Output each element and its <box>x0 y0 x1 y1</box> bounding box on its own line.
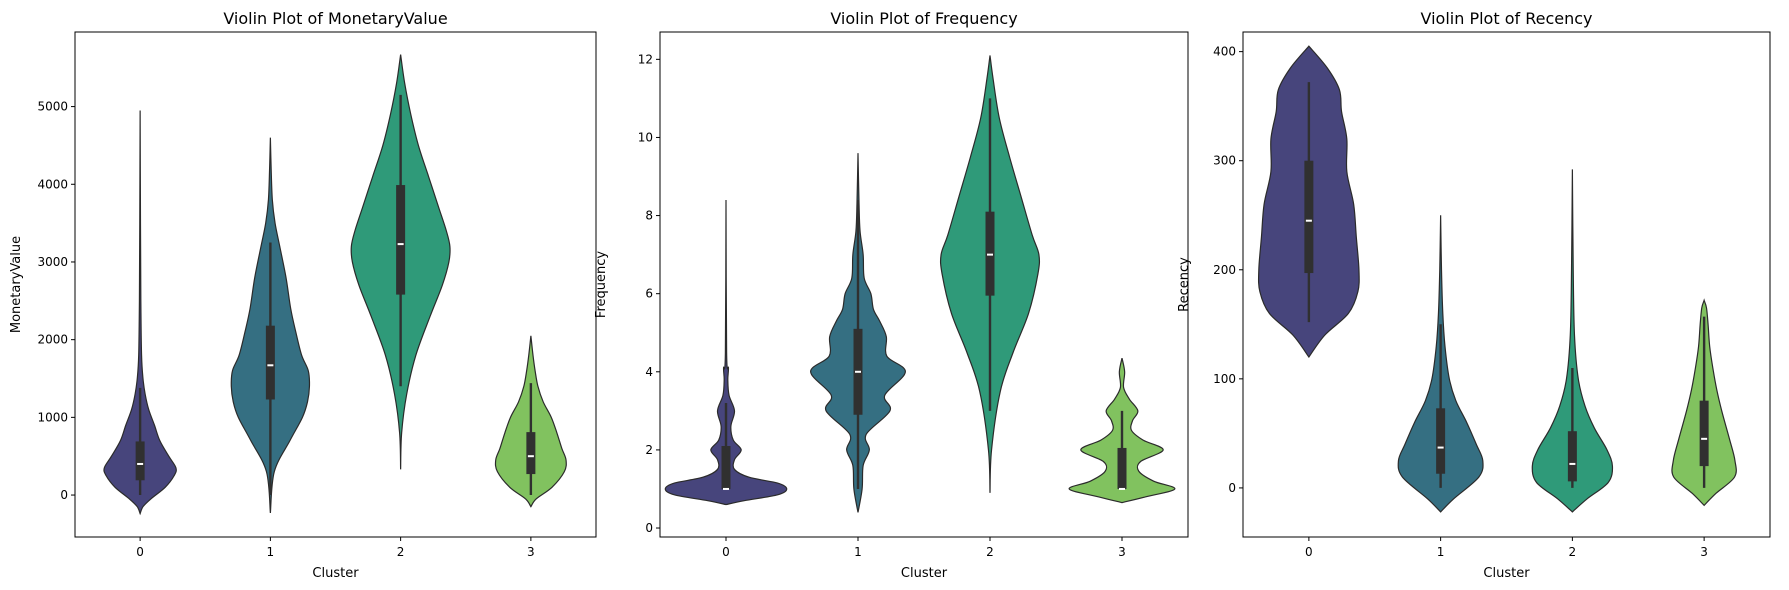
y-tick-label: 1000 <box>37 410 68 424</box>
median-cluster-0 <box>723 487 729 490</box>
chart-title: Violin Plot of Recency <box>1421 9 1593 28</box>
x-tick-label: 2 <box>1569 545 1577 559</box>
y-tick-label: 300 <box>1213 154 1236 168</box>
y-tick-label: 2 <box>645 443 653 457</box>
box-cluster-0 <box>135 441 145 481</box>
median-cluster-3 <box>527 455 534 458</box>
y-axis-label: Frequency <box>594 251 609 318</box>
median-cluster-1 <box>855 370 861 373</box>
box-cluster-3 <box>1117 447 1127 489</box>
median-cluster-1 <box>267 364 274 367</box>
violin-cluster-2 <box>1531 169 1614 513</box>
x-tick-label: 0 <box>1305 545 1313 559</box>
median-cluster-3 <box>1119 487 1125 490</box>
y-tick-label: 100 <box>1213 372 1236 386</box>
y-tick-label: 6 <box>645 287 653 301</box>
x-tick-label: 2 <box>397 545 405 559</box>
x-tick-label: 0 <box>136 545 144 559</box>
median-cluster-0 <box>137 462 144 465</box>
panel-3: 0 100 200 300 400 0 1 2 3 Violin Plot of Recency C… <box>1177 9 1771 581</box>
y-tick-label: 4000 <box>37 177 68 191</box>
box-cluster-3 <box>1699 400 1709 467</box>
median-cluster-3 <box>1701 437 1708 440</box>
y-tick-label: 0 <box>645 521 653 535</box>
x-tick-label: 1 <box>267 545 275 559</box>
box-cluster-0 <box>1304 160 1314 274</box>
y-tick-label: 12 <box>638 52 653 66</box>
y-tick-label: 0 <box>60 488 68 502</box>
median-cluster-2 <box>397 243 404 246</box>
panel-1: 0 1000 2000 3000 4000 5000 0 1 2 3 Violin Plot of … <box>9 9 597 581</box>
box-cluster-3 <box>526 432 536 475</box>
y-tick-label: 0 <box>1228 481 1236 495</box>
y-axis-label: MonetaryValue <box>9 236 24 333</box>
y-tick-label: 3000 <box>37 255 68 269</box>
x-tick-label: 1 <box>854 545 862 559</box>
plot-frame <box>1242 31 1771 538</box>
x-axis-label: Cluster <box>1483 566 1530 581</box>
chart-title: Violin Plot of MonetaryValue <box>223 9 447 28</box>
median-cluster-2 <box>1569 462 1576 465</box>
y-tick-label: 200 <box>1213 263 1236 277</box>
y-tick-label: 10 <box>638 130 653 144</box>
x-tick-label: 3 <box>1700 545 1708 559</box>
x-tick-label: 0 <box>722 545 730 559</box>
median-cluster-1 <box>1437 446 1444 449</box>
x-tick-label: 1 <box>1437 545 1445 559</box>
y-tick-label: 5000 <box>37 100 68 114</box>
box-cluster-2 <box>1567 431 1577 482</box>
violin-cluster-0 <box>664 199 788 506</box>
box-cluster-2 <box>396 185 406 295</box>
violin-cluster-0 <box>103 110 177 516</box>
box-cluster-1 <box>265 325 275 400</box>
x-tick-label: 2 <box>986 545 994 559</box>
y-axis-label: Recency <box>1177 257 1192 312</box>
y-tick-label: 8 <box>645 209 653 223</box>
x-tick-label: 3 <box>1118 545 1126 559</box>
x-axis-label: Cluster <box>901 566 948 581</box>
median-cluster-0 <box>1305 219 1312 222</box>
x-tick-label: 3 <box>527 545 535 559</box>
plot-frame <box>74 31 597 538</box>
plot-frame <box>659 31 1189 538</box>
chart-title: Violin Plot of Frequency <box>830 9 1017 28</box>
box-cluster-1 <box>1436 408 1446 474</box>
x-axis-label: Cluster <box>312 566 359 581</box>
y-tick-label: 4 <box>645 365 653 379</box>
median-cluster-2 <box>987 253 993 256</box>
box-cluster-0 <box>721 445 731 489</box>
y-tick-label: 2000 <box>37 333 68 347</box>
y-tick-label: 400 <box>1213 45 1236 59</box>
